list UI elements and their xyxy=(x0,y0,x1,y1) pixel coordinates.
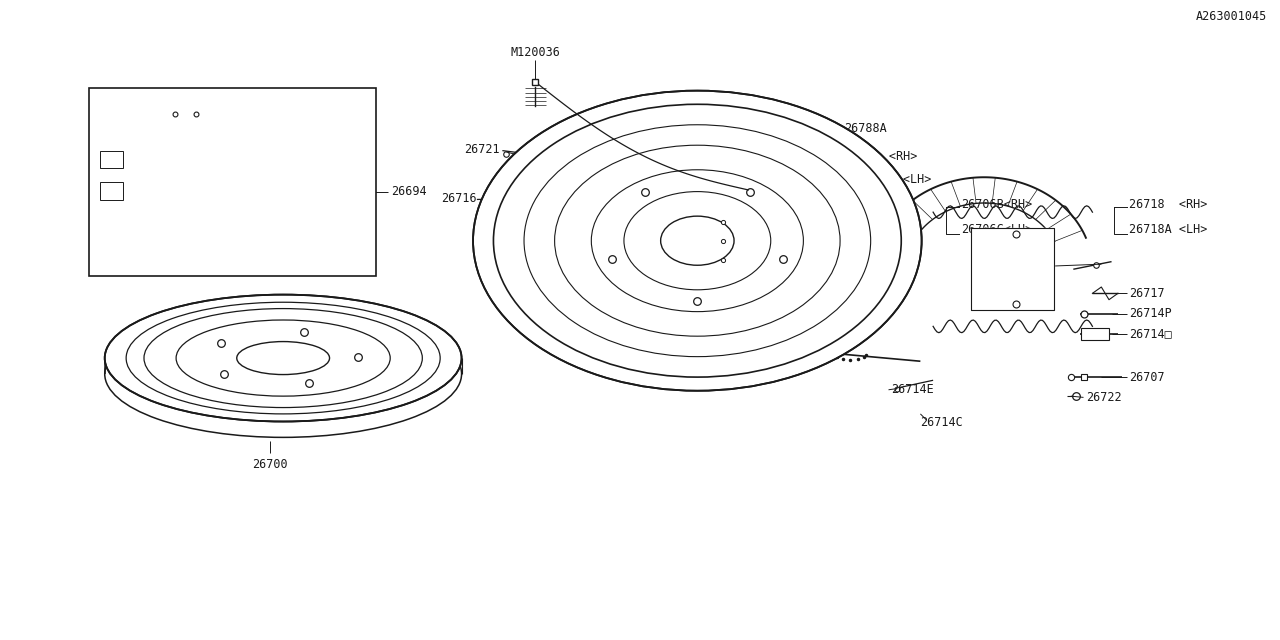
Text: 26704A <RH>: 26704A <RH> xyxy=(553,312,632,325)
Text: 26706C<LH>: 26706C<LH> xyxy=(961,223,1033,236)
Ellipse shape xyxy=(105,294,462,422)
Text: 26714P: 26714P xyxy=(1129,307,1172,320)
Text: M120036: M120036 xyxy=(732,315,782,328)
Text: 26708A <LH>: 26708A <LH> xyxy=(852,173,932,186)
Text: 26706B<RH>: 26706B<RH> xyxy=(961,198,1033,211)
Text: 26694: 26694 xyxy=(392,186,428,198)
Text: 26716: 26716 xyxy=(442,192,477,205)
Polygon shape xyxy=(972,228,1055,310)
Text: 26706A: 26706A xyxy=(755,361,797,374)
Text: 26714D: 26714D xyxy=(984,260,1027,273)
Text: 26722: 26722 xyxy=(1085,391,1121,404)
Text: 26707: 26707 xyxy=(1129,371,1165,383)
Text: 26718A <LH>: 26718A <LH> xyxy=(1129,223,1208,236)
Text: M120036: M120036 xyxy=(511,45,561,59)
Text: 26717: 26717 xyxy=(1129,287,1165,300)
Text: 26721: 26721 xyxy=(465,143,499,156)
Text: 26632A: 26632A xyxy=(685,103,727,116)
Text: 26714C: 26714C xyxy=(920,416,963,429)
Text: 26788A: 26788A xyxy=(844,122,887,135)
Text: 26700: 26700 xyxy=(252,458,288,471)
Text: 26714E: 26714E xyxy=(891,383,934,396)
Text: 26718  <RH>: 26718 <RH> xyxy=(1129,198,1208,211)
Text: 26708  <RH>: 26708 <RH> xyxy=(838,150,918,163)
Bar xyxy=(100,150,123,168)
Bar xyxy=(100,182,123,200)
Bar xyxy=(1080,328,1108,340)
Text: 26704B <LH>: 26704B <LH> xyxy=(553,333,632,346)
Text: 26714□: 26714□ xyxy=(1129,328,1172,340)
Ellipse shape xyxy=(474,91,922,391)
Text: A263001045: A263001045 xyxy=(1196,10,1267,23)
Bar xyxy=(90,88,376,276)
